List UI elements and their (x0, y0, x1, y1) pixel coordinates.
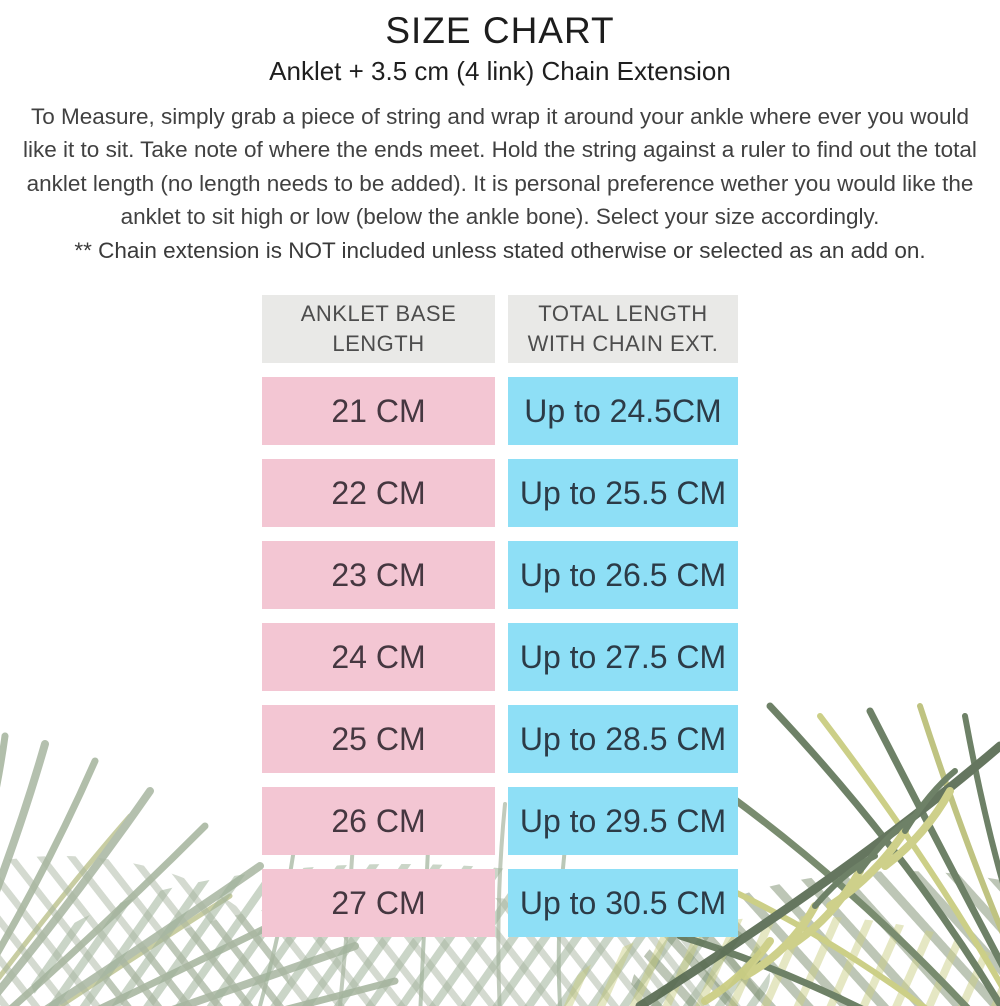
total-length-cell: Up to 30.5 CM (508, 869, 738, 938)
base-length-cell: 26 CM (262, 787, 495, 856)
total-length-cell: Up to 29.5 CM (508, 787, 738, 856)
base-length-cell: 25 CM (262, 705, 495, 774)
total-length-cell: Up to 24.5CM (508, 377, 738, 446)
total-length-cell: Up to 28.5 CM (508, 705, 738, 774)
chain-extension-note: ** Chain extension is NOT included unles… (74, 237, 926, 263)
total-length-cell: Up to 26.5 CM (508, 541, 738, 610)
base-length-cell: 27 CM (262, 869, 495, 938)
total-length-cell: Up to 27.5 CM (508, 623, 738, 692)
measuring-instructions: To Measure, simply grab a piece of strin… (23, 103, 977, 230)
content: SIZE CHART Anklet + 3.5 cm (4 link) Chai… (0, 10, 1000, 938)
page-subtitle: Anklet + 3.5 cm (4 link) Chain Extension (269, 55, 731, 86)
base-length-cell: 24 CM (262, 623, 495, 692)
base-length-cell: 23 CM (262, 541, 495, 610)
column-header-total-length: TOTAL LENGTH WITH CHAIN EXT. (508, 295, 738, 364)
column-header-anklet-base-length: ANKLET BASE LENGTH (262, 295, 495, 364)
total-length-cell: Up to 25.5 CM (508, 459, 738, 528)
base-length-cell: 22 CM (262, 459, 495, 528)
base-length-cell: 21 CM (262, 377, 495, 446)
size-table: ANKLET BASE LENGTH TOTAL LENGTH WITH CHA… (262, 295, 738, 938)
page-title: SIZE CHART (385, 10, 615, 51)
